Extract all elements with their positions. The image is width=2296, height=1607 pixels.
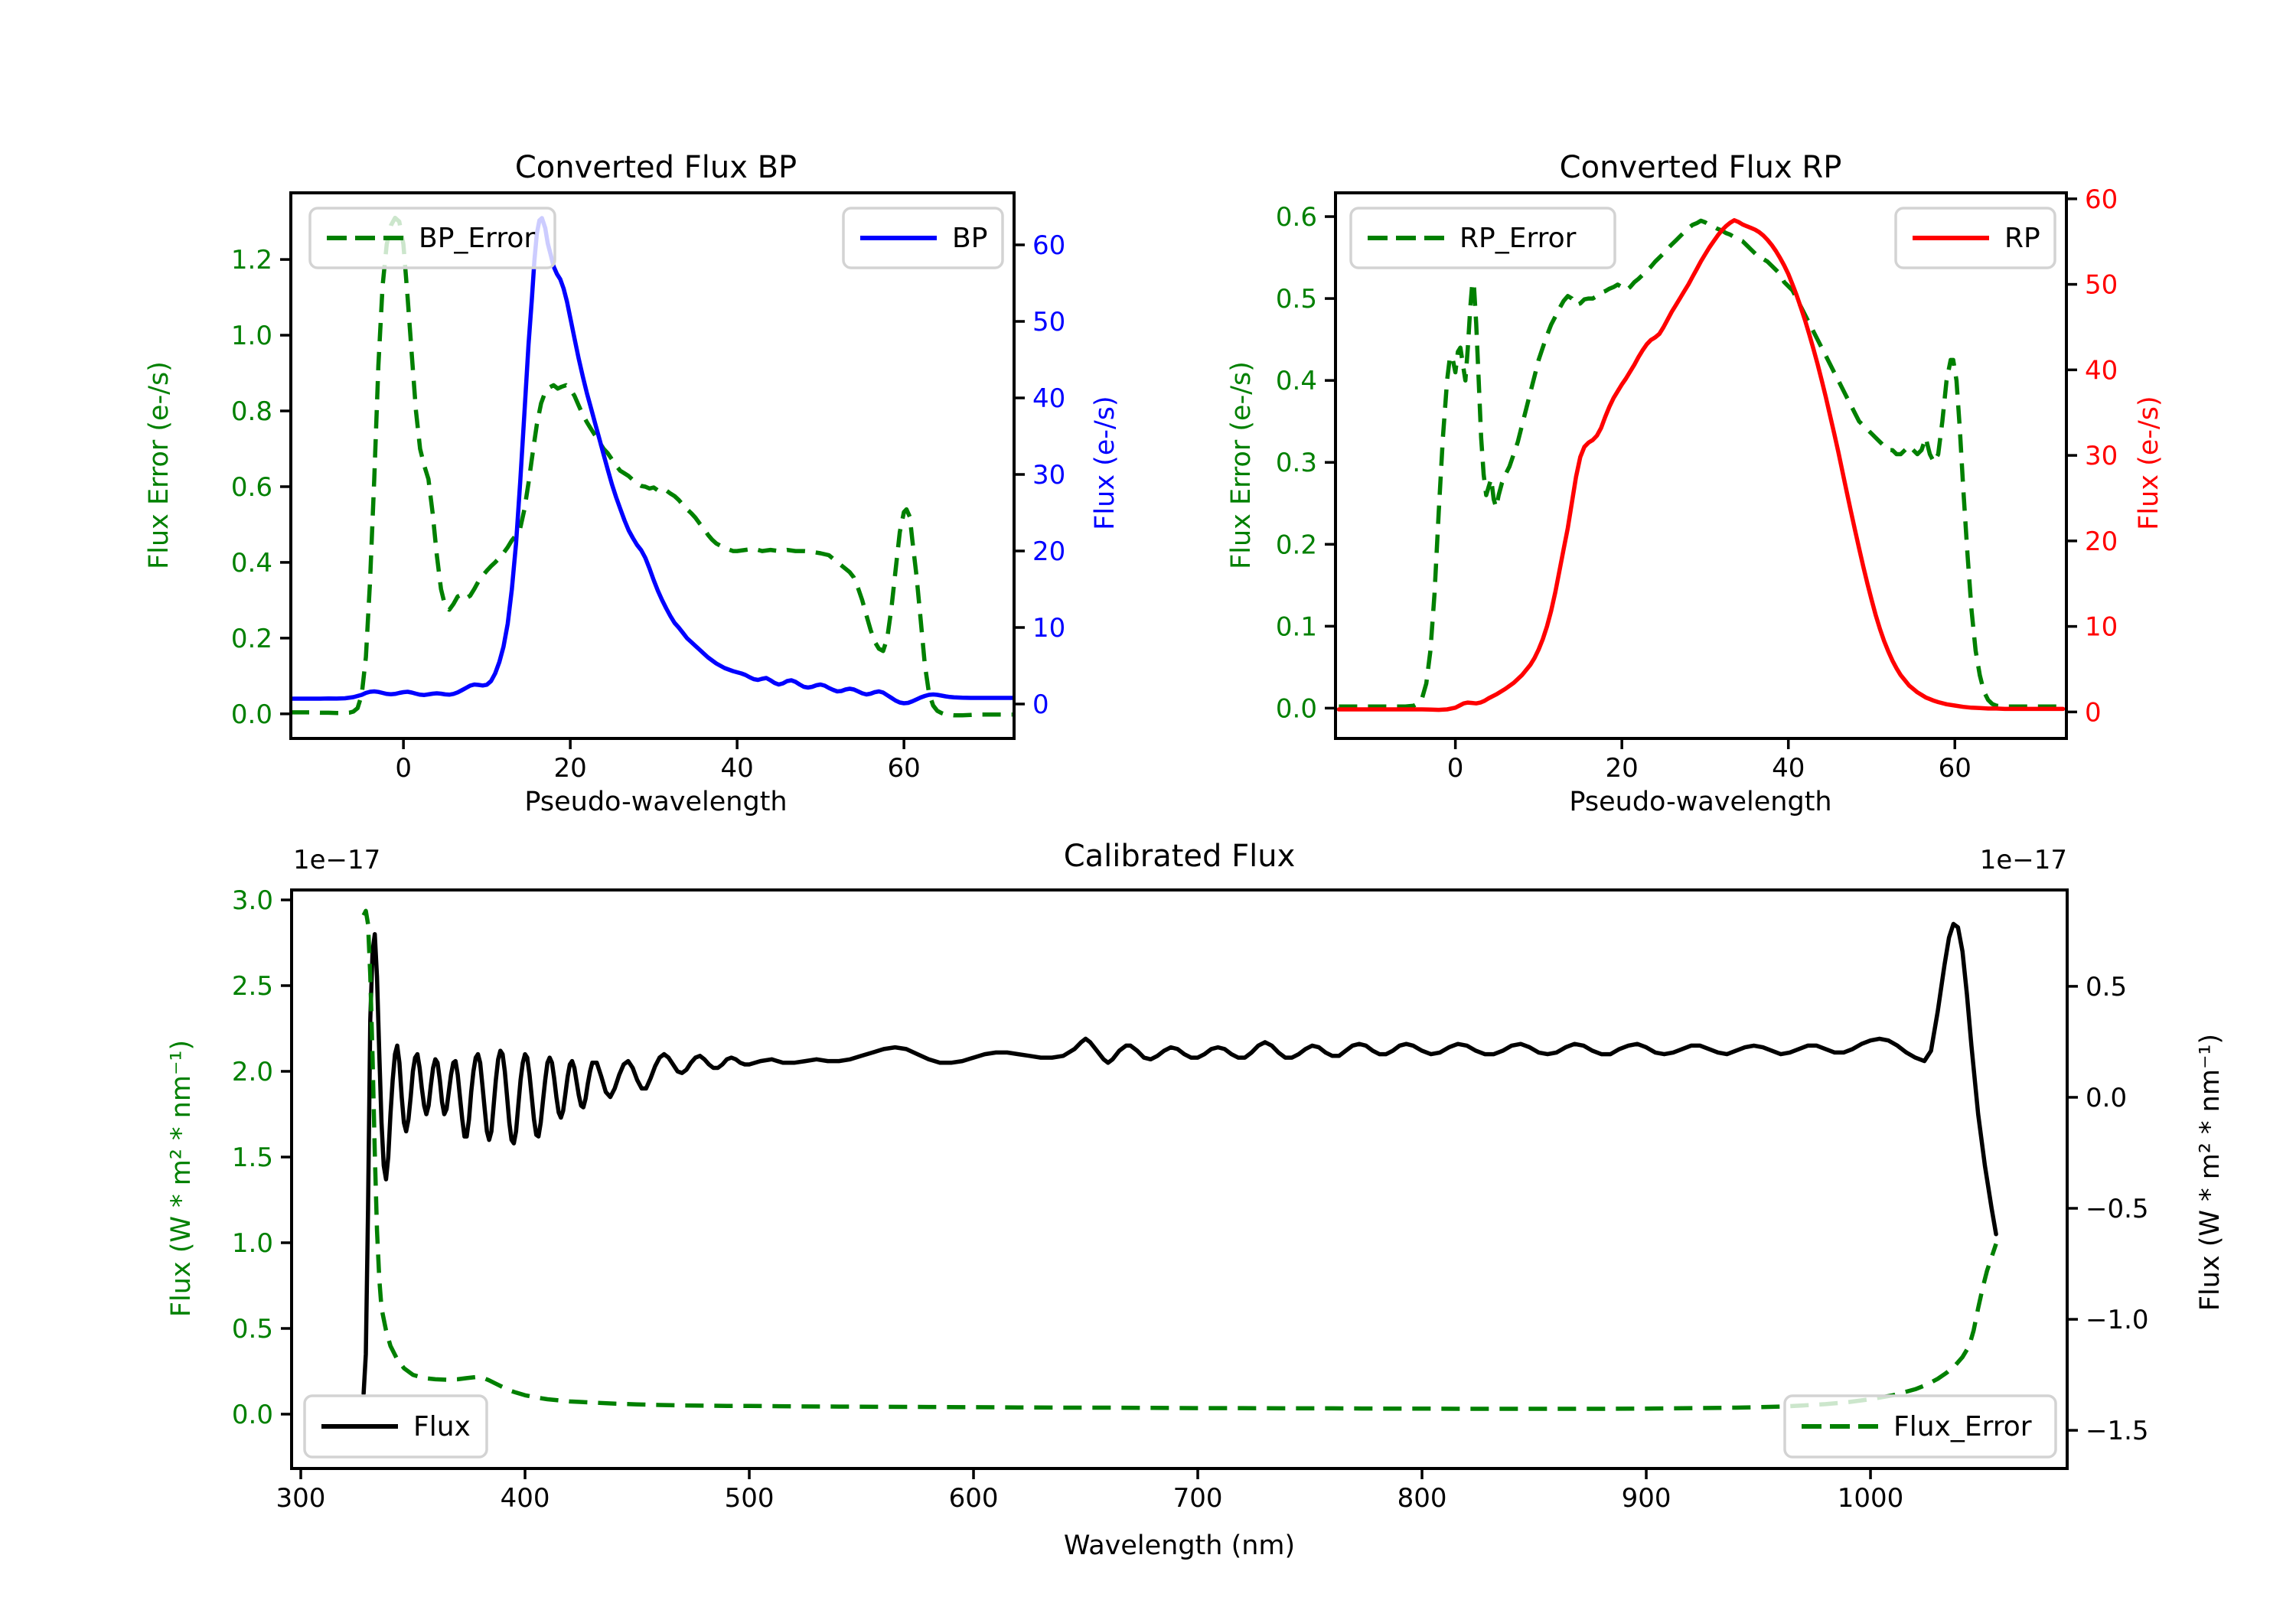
legend-label: BP	[952, 223, 987, 254]
x-tick-label: 700	[1173, 1483, 1223, 1514]
y-tick-label: 60	[1032, 230, 1065, 261]
x-tick-label: 0	[1447, 753, 1464, 784]
y-tick-label: 0.0	[1276, 693, 1317, 724]
legend-label: RP_Error	[1459, 223, 1577, 254]
legend-box	[1349, 207, 1616, 269]
y-tick-label: 2.0	[232, 1057, 273, 1087]
x-tick-label: 600	[949, 1483, 999, 1514]
x-tick-label: 20	[1606, 753, 1639, 784]
x-tick-label: 0	[395, 753, 412, 784]
x-tick-label: 40	[1772, 753, 1805, 784]
x-tick-label: 40	[720, 753, 753, 784]
plot-calibrated-xlabel: Wavelength (nm)	[1063, 1530, 1296, 1561]
plot-bp-title: Converted Flux BP	[514, 150, 797, 185]
y-tick-label: 0.5	[2086, 972, 2127, 1002]
y-tick-label: 1.2	[231, 245, 272, 275]
y-tick-label: 40	[2085, 355, 2118, 386]
x-tick-label: 500	[725, 1483, 775, 1514]
y-tick-label: 0.3	[1276, 448, 1317, 478]
y-tick-label: 0	[2085, 697, 2102, 728]
y-tick-label: 50	[2085, 270, 2118, 301]
y-tick-label: 0.2	[231, 624, 272, 654]
y-tick-label: 0.5	[232, 1314, 273, 1345]
y-tick-label: 1.0	[231, 321, 272, 351]
axes-frame	[1334, 191, 2068, 740]
y-tick-label: 0.4	[1276, 366, 1317, 396]
y-tick-label: 0.8	[231, 396, 272, 427]
plot-rp-right-ylabel: Flux (e-/s)	[2134, 396, 2164, 530]
y-tick-label: 0.6	[1276, 202, 1317, 233]
legend-box	[308, 207, 556, 269]
plot-bp-xlabel: Pseudo-wavelength	[524, 787, 788, 817]
legend-bp_error: BP_Error	[308, 207, 556, 269]
x-tick-label: 300	[276, 1483, 326, 1514]
x-tick-label: 60	[1939, 753, 1971, 784]
x-tick-label: 800	[1397, 1483, 1447, 1514]
y-tick-label: 3.0	[232, 885, 273, 916]
y-tick-label: 0.5	[1276, 284, 1317, 315]
legend-bp: BP	[842, 207, 1004, 269]
y-tick-label: 20	[2085, 526, 2118, 557]
plot-calibrated-title: Calibrated Flux	[1063, 839, 1296, 874]
axes-frame	[289, 191, 1016, 740]
y-tick-label: 10	[1032, 613, 1065, 644]
legend-rp: RP	[1894, 207, 2056, 269]
plot-calibrated-right-ylabel: Flux (W * m² * nm⁻¹)	[2195, 1033, 2226, 1312]
offset-text-right: 1e−17	[1979, 845, 2067, 875]
y-tick-label: 20	[1032, 536, 1065, 567]
legend-label: Flux_Error	[1893, 1411, 2032, 1442]
y-tick-label: 0.0	[2086, 1083, 2127, 1113]
y-tick-label: 60	[2085, 184, 2118, 215]
y-tick-label: −1.0	[2086, 1305, 2149, 1335]
legend-rp_error: RP_Error	[1349, 207, 1616, 269]
y-tick-label: 40	[1032, 383, 1065, 414]
series-rp_error	[1339, 218, 2063, 709]
plot-1: 0 20 40 60 0.0 0.1 0.2 0.3 0.4 0.5 0.6 0 10 20 30 40 50 6…	[1276, 184, 2118, 784]
legend-flux: Flux	[303, 1394, 488, 1459]
y-tick-label: 0.4	[231, 548, 272, 579]
legend-label: RP	[2004, 223, 2040, 254]
plot-bp-left-ylabel: Flux Error (e-/s)	[144, 361, 174, 569]
plot-rp-left-ylabel: Flux Error (e-/s)	[1226, 361, 1257, 569]
y-tick-label: −0.5	[2086, 1194, 2149, 1224]
legend-label: BP_Error	[419, 223, 535, 254]
plot-rp-xlabel: Pseudo-wavelength	[1569, 787, 1832, 817]
plot-rp-title: Converted Flux RP	[1559, 150, 1842, 185]
y-tick-label: 1.0	[232, 1228, 273, 1259]
series-flux_error	[361, 908, 1998, 1411]
series-rp	[1336, 218, 2066, 712]
y-tick-label: 0.1	[1276, 611, 1317, 642]
y-tick-label: 1.5	[232, 1143, 273, 1173]
x-tick-label: 60	[887, 753, 920, 784]
y-tick-label: 2.5	[232, 971, 273, 1002]
x-tick-label: 20	[554, 753, 587, 784]
x-tick-label: 900	[1622, 1483, 1671, 1514]
x-tick-label: 400	[501, 1483, 550, 1514]
legend-box	[1783, 1394, 2057, 1459]
y-tick-label: 30	[1032, 460, 1065, 491]
series-bp	[291, 216, 1014, 706]
axes-frame	[290, 888, 2069, 1470]
plot-calibrated-left-ylabel: Flux (W * m² * nm⁻¹)	[166, 1039, 197, 1318]
y-tick-label: 0.6	[231, 472, 272, 503]
y-tick-label: 0.0	[231, 699, 272, 730]
y-tick-label: 0.2	[1276, 530, 1317, 560]
plot-2: 300 400 500 600 700 800 900 1000 0.0 0.5 1.0 1.5 2.0…	[232, 885, 2149, 1514]
series-bp_error	[291, 215, 1013, 718]
legend-flux_error: Flux_Error	[1783, 1394, 2057, 1459]
offset-text-left: 1e−17	[293, 845, 381, 875]
y-tick-label: 0	[1032, 689, 1049, 720]
y-tick-label: 50	[1032, 307, 1065, 337]
plot-0: 0 20 40 60 0.0 0.2 0.4 0.6 0.8 1.0 1.2 0 10 20 30 40 50 6…	[231, 191, 1065, 784]
y-tick-label: 10	[2085, 612, 2118, 643]
y-tick-label: 30	[2085, 441, 2118, 471]
y-tick-label: −1.5	[2086, 1416, 2149, 1446]
x-tick-label: 1000	[1838, 1483, 1904, 1514]
legend-label: Flux	[413, 1411, 471, 1442]
series-flux	[361, 921, 1998, 1396]
plot-bp-right-ylabel: Flux (e-/s)	[1090, 396, 1120, 530]
y-tick-label: 0.0	[232, 1400, 273, 1430]
